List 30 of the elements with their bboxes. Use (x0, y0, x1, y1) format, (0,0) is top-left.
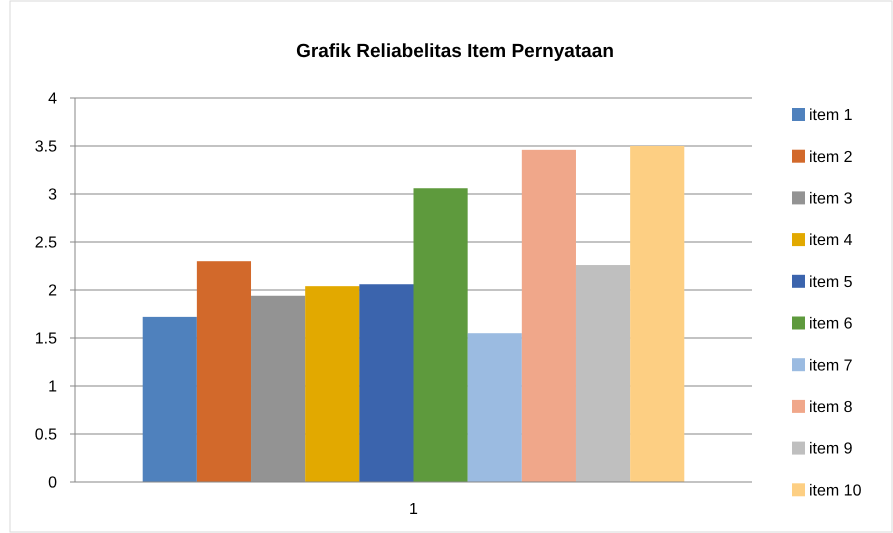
y-tick-label: 1.5 (34, 330, 58, 348)
bar (305, 286, 360, 482)
bar (414, 188, 468, 482)
legend-label: item 5 (809, 274, 853, 291)
y-tick-label: 2 (48, 282, 58, 300)
bar (196, 261, 252, 482)
bar (576, 265, 630, 482)
y-tick-label: 2.5 (34, 234, 58, 252)
y-tick-label: 4 (48, 90, 58, 108)
legend-label: item 2 (809, 148, 853, 166)
bar (359, 284, 414, 482)
bar (630, 146, 684, 482)
legend-label: item 1 (809, 107, 853, 124)
y-tick-label: 3.5 (34, 138, 58, 156)
legend-label: item 6 (809, 316, 853, 333)
legend-label: item 10 (809, 482, 862, 500)
bar (522, 150, 576, 482)
bar (468, 333, 522, 482)
y-tick-label: 0.5 (34, 426, 58, 444)
y-tick-label: 0 (48, 474, 58, 492)
legend-label: item 8 (809, 399, 853, 416)
bar (142, 316, 197, 482)
legend-label: item 3 (809, 190, 853, 208)
y-tick-label: 3 (48, 186, 58, 204)
chart-title: Grafik Reliabelitas Item Pernyataan (296, 41, 614, 62)
legend-label: item 9 (809, 440, 853, 458)
y-tick-label: 1 (48, 378, 58, 396)
bar (251, 296, 306, 482)
legend-label: item 7 (809, 357, 853, 374)
legend-label: item 4 (809, 232, 853, 250)
